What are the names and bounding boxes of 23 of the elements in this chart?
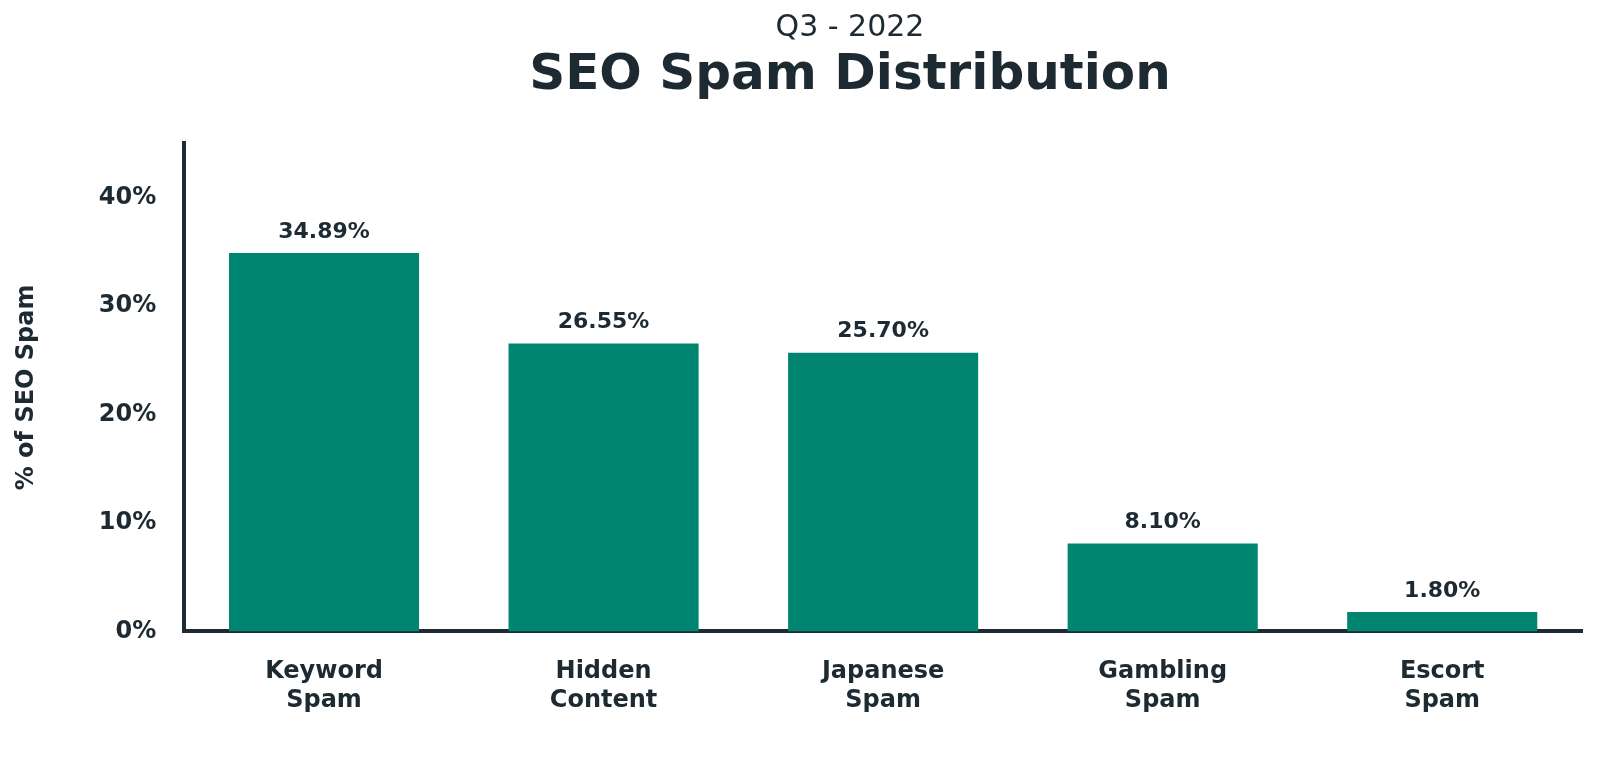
x-tick-label: Keyword Spam xyxy=(265,656,383,713)
bar xyxy=(1067,543,1258,632)
bar xyxy=(508,343,699,632)
data-label: 8.10% xyxy=(1124,508,1201,534)
y-tick-label: 30% xyxy=(98,290,157,319)
x-tick-label: Gambling Spam xyxy=(1098,656,1228,713)
y-axis-title: % of SEO Spam xyxy=(10,284,39,491)
x-tick-label: Escort Spam xyxy=(1399,656,1485,713)
data-label: 34.89% xyxy=(278,217,370,243)
bar xyxy=(1347,611,1538,632)
bar xyxy=(788,352,979,632)
x-tick-label: Hidden Content xyxy=(549,656,658,713)
bar xyxy=(228,253,420,632)
chart-subtitle: Q3 - 2022 xyxy=(774,8,926,43)
data-label: 1.80% xyxy=(1404,576,1481,602)
data-label: 26.55% xyxy=(557,308,650,334)
y-tick-label: 10% xyxy=(98,507,157,536)
x-tick-label: Japanese Spam xyxy=(819,656,945,713)
y-tick-label: 40% xyxy=(98,181,157,210)
y-tick-label: 0% xyxy=(115,615,157,644)
y-tick-label: 20% xyxy=(98,398,157,427)
chart-title: SEO Spam Distribution xyxy=(528,43,1172,101)
data-label: 25.70% xyxy=(837,317,929,343)
